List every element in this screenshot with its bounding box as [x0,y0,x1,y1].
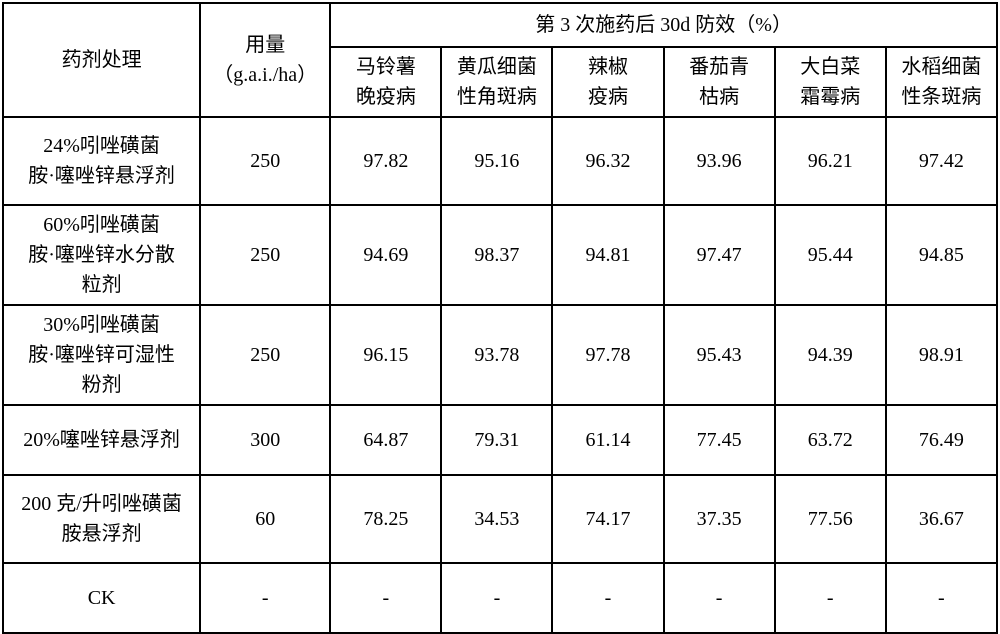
value-cell: 94.39 [775,305,886,405]
value-cell: 97.47 [664,205,775,305]
dose-cell: 300 [200,405,330,475]
dose-cell: 250 [200,205,330,305]
header-dose: 用量（g.a.i./ha） [200,3,330,117]
table-row: 20%噻唑锌悬浮剂30064.8779.3161.1477.4563.7276.… [3,405,997,475]
value-cell: 93.96 [664,117,775,205]
dose-cell: - [200,563,330,633]
value-cell: 77.45 [664,405,775,475]
dose-cell: 250 [200,117,330,205]
header-sub-2: 辣椒疫病 [552,47,663,117]
value-cell: 97.78 [552,305,663,405]
treatment-cell: 60%吲唑磺菌胺·噻唑锌水分散粒剂 [3,205,200,305]
treatment-cell: 200 克/升吲唑磺菌胺悬浮剂 [3,475,200,563]
header-treatment: 药剂处理 [3,3,200,117]
value-cell: 98.91 [886,305,997,405]
value-cell: 37.35 [664,475,775,563]
value-cell: 63.72 [775,405,886,475]
value-cell: 64.87 [330,405,441,475]
value-cell: 74.17 [552,475,663,563]
header-group: 第 3 次施药后 30d 防效（%） [330,3,997,47]
value-cell: 61.14 [552,405,663,475]
treatment-cell: 24%吲唑磺菌胺·噻唑锌悬浮剂 [3,117,200,205]
value-cell: - [886,563,997,633]
value-cell: 34.53 [441,475,552,563]
value-cell: 95.16 [441,117,552,205]
table-row: CK------- [3,563,997,633]
dose-cell: 250 [200,305,330,405]
value-cell: 96.21 [775,117,886,205]
value-cell: - [775,563,886,633]
value-cell: - [552,563,663,633]
header-sub-1: 黄瓜细菌性角斑病 [441,47,552,117]
value-cell: 94.81 [552,205,663,305]
value-cell: - [664,563,775,633]
value-cell: 94.69 [330,205,441,305]
treatment-cell: 20%噻唑锌悬浮剂 [3,405,200,475]
value-cell: 96.32 [552,117,663,205]
value-cell: 93.78 [441,305,552,405]
treatment-cell: CK [3,563,200,633]
table-row: 200 克/升吲唑磺菌胺悬浮剂6078.2534.5374.1737.3577.… [3,475,997,563]
header-sub-4: 大白菜霜霉病 [775,47,886,117]
efficacy-table: 药剂处理 用量（g.a.i./ha） 第 3 次施药后 30d 防效（%） 马铃… [2,2,998,634]
value-cell: 36.67 [886,475,997,563]
value-cell: 97.82 [330,117,441,205]
dose-cell: 60 [200,475,330,563]
header-sub-5: 水稻细菌性条斑病 [886,47,997,117]
table-row: 60%吲唑磺菌胺·噻唑锌水分散粒剂25094.6998.3794.8197.47… [3,205,997,305]
header-sub-3: 番茄青枯病 [664,47,775,117]
header-sub-0: 马铃薯晚疫病 [330,47,441,117]
table-row: 24%吲唑磺菌胺·噻唑锌悬浮剂25097.8295.1696.3293.9696… [3,117,997,205]
value-cell: 95.43 [664,305,775,405]
value-cell: 98.37 [441,205,552,305]
value-cell: - [330,563,441,633]
treatment-cell: 30%吲唑磺菌胺·噻唑锌可湿性粉剂 [3,305,200,405]
value-cell: 76.49 [886,405,997,475]
value-cell: 79.31 [441,405,552,475]
value-cell: 95.44 [775,205,886,305]
value-cell: 96.15 [330,305,441,405]
value-cell: 94.85 [886,205,997,305]
value-cell: - [441,563,552,633]
value-cell: 77.56 [775,475,886,563]
value-cell: 97.42 [886,117,997,205]
table-row: 30%吲唑磺菌胺·噻唑锌可湿性粉剂25096.1593.7897.7895.43… [3,305,997,405]
value-cell: 78.25 [330,475,441,563]
